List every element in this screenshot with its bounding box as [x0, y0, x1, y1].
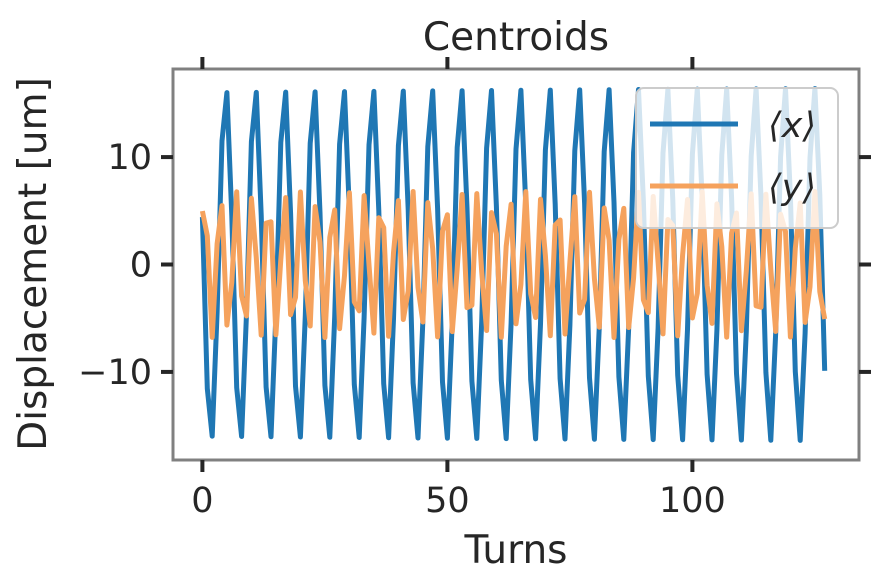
- y-tick-label-0: 0: [130, 246, 152, 286]
- x-tick-label-50: 50: [425, 481, 470, 521]
- y-tick-label-10: 10: [107, 138, 152, 178]
- legend: ⟨x⟩ ⟨y⟩: [635, 87, 839, 229]
- x-tick-label-100: 100: [659, 481, 726, 521]
- ticks-layer: 0 50 100 −10 0 10: [78, 57, 871, 521]
- y-tick-label--10: −10: [78, 353, 152, 393]
- x-axis-label: Turns: [463, 528, 567, 573]
- y-axis-label: Displacement [um]: [11, 77, 56, 451]
- x-tick-label-0: 0: [191, 481, 213, 521]
- legend-label-y: ⟨y⟩: [768, 168, 816, 208]
- series-line-y: [199, 188, 828, 341]
- chart-title: Centroids: [423, 15, 609, 60]
- legend-label-x: ⟨x⟩: [768, 106, 816, 146]
